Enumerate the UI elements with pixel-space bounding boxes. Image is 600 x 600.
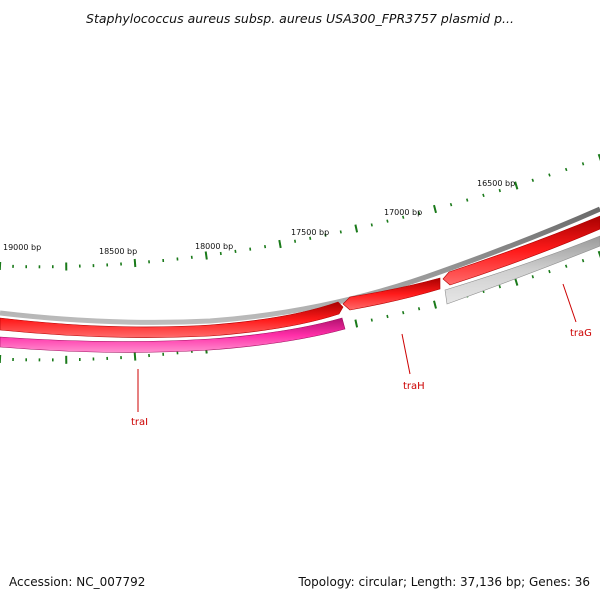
plasmid-backbone (0, 206, 600, 325)
inner-tick-40 (597, 250, 600, 259)
gene-label-traH[interactable]: traH (403, 381, 425, 392)
ruler-label-16500: 16500 bp (477, 179, 515, 188)
inner-tick-26 (370, 318, 373, 322)
feature-forward-right[interactable] (442, 215, 600, 286)
feature-forward-left[interactable] (0, 301, 344, 338)
inner-tick-27 (386, 314, 389, 319)
ruler-label-18500: 18500 bp (99, 247, 137, 256)
page-title: Staphylococcus aureus subsp. aureus USA3… (86, 11, 514, 26)
gene-traI[interactable] (0, 317, 346, 353)
outer-tick-25 (354, 224, 359, 233)
inner-tick-25 (354, 319, 359, 328)
ruler-label-19000: 19000 bp (3, 243, 41, 252)
outer-tick-20 (278, 239, 282, 249)
outer-tick-36 (531, 178, 535, 182)
gene-label-traG[interactable]: traG (570, 328, 592, 339)
ruler-label-17500: 17500 bp (291, 228, 329, 237)
outer-tick-15 (204, 251, 208, 260)
outer-tick-38 (564, 167, 568, 172)
traG-leader (562, 283, 577, 323)
outer-tick-32 (466, 198, 469, 202)
gene-label-traI[interactable]: traI (131, 417, 148, 428)
outer-tick-10 (133, 258, 137, 268)
outer-tick-37 (548, 173, 551, 177)
outer-tick-22 (309, 236, 312, 240)
gene-traH[interactable] (342, 277, 441, 311)
gene-traG[interactable] (444, 235, 600, 305)
inner-tick-34 (498, 284, 501, 289)
outer-tick-28 (402, 215, 405, 219)
outer-tick-27 (386, 219, 389, 223)
outer-tick-19 (264, 244, 267, 249)
traH-leader (401, 333, 411, 375)
outer-tick-33 (482, 193, 485, 198)
inner-tick-29 (417, 307, 421, 311)
outer-tick-23 (324, 233, 327, 237)
outer-tick-30 (433, 204, 437, 214)
outer-tick-40 (597, 153, 600, 162)
inner-tick-35 (514, 277, 519, 286)
ruler-label-18000: 18000 bp (195, 242, 233, 251)
ruler-label-17000: 17000 bp (384, 208, 422, 217)
outer-tick-17 (234, 249, 237, 254)
outer-tick-31 (449, 202, 453, 207)
outer-tick-34 (498, 188, 501, 193)
inner-tick-37 (548, 269, 551, 274)
outer-ruler-ticks (0, 153, 600, 271)
footer-accession: Accession: NC_007792 (9, 575, 146, 589)
outer-tick-35 (514, 181, 519, 190)
outer-tick-24 (339, 230, 342, 234)
footer-topology: Topology: circular; Length: 37,136 bp; G… (298, 575, 590, 589)
inner-tick-36 (531, 275, 534, 279)
inner-tick-10 (133, 352, 137, 361)
outer-tick-29 (417, 211, 421, 215)
outer-tick-39 (581, 162, 585, 166)
inner-tick-30 (433, 300, 437, 309)
inner-tick-39 (581, 258, 585, 263)
inner-tick-28 (402, 310, 405, 315)
outer-tick-21 (294, 239, 297, 243)
outer-tick-26 (370, 223, 373, 227)
inner-tick-38 (564, 264, 568, 268)
